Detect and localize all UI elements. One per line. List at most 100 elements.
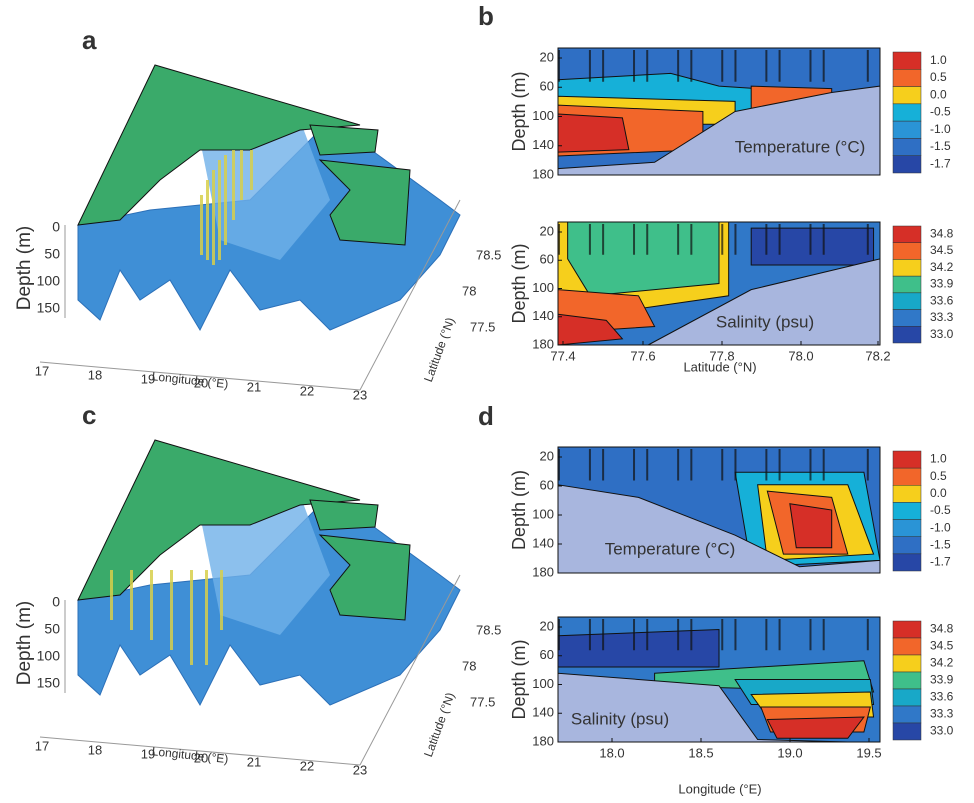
- station: [602, 50, 605, 82]
- colorbar-cell: [892, 155, 922, 174]
- station: [822, 619, 825, 651]
- y-tick: 180: [532, 564, 554, 579]
- depth-tick: 0: [52, 594, 60, 610]
- axis-label: Depth (m): [509, 470, 529, 550]
- colorbar-cell: [892, 502, 922, 520]
- transect: [240, 150, 243, 200]
- frame: [557, 616, 881, 743]
- y-tick: 20: [540, 223, 554, 238]
- station: [734, 50, 737, 82]
- station: [822, 50, 825, 82]
- colorbar-cell: [892, 485, 922, 503]
- colorbar-label: 33.6: [930, 690, 954, 704]
- x-tick: 77.8: [709, 348, 734, 363]
- station: [558, 449, 560, 481]
- longitude-tick: 23: [353, 762, 367, 777]
- axis-label: Latitude (°N): [421, 316, 457, 384]
- y-tick: 140: [532, 308, 554, 323]
- colorbar-label: -1.5: [930, 139, 951, 153]
- land: [309, 499, 379, 531]
- depth-tick: 150: [37, 300, 61, 316]
- longitude-tick: 18: [88, 742, 102, 757]
- station: [646, 224, 649, 255]
- overlay-label: Temperature (°C): [605, 539, 736, 558]
- transect: [200, 195, 203, 255]
- land: [309, 124, 379, 156]
- transect: [170, 570, 173, 650]
- station: [690, 619, 693, 651]
- transect: [130, 570, 133, 630]
- land: [77, 439, 361, 601]
- y-tick: 140: [532, 535, 554, 550]
- transect: [205, 570, 208, 665]
- y-tick: 20: [540, 49, 554, 64]
- station: [866, 619, 869, 651]
- colorbar-cell: [892, 536, 922, 555]
- colorbar-cell: [892, 705, 922, 724]
- longitude-tick: 21: [247, 379, 261, 394]
- colorbar-label: -1.0: [930, 122, 951, 136]
- colorbar-cell: [892, 637, 922, 656]
- station: [646, 449, 649, 481]
- colorbar-label: -1.0: [930, 520, 951, 534]
- transect: [218, 160, 221, 260]
- station: [602, 224, 605, 255]
- station: [558, 50, 560, 82]
- station: [588, 224, 591, 255]
- y-tick: 100: [532, 676, 554, 691]
- station: [778, 224, 781, 255]
- colorbar-cell: [892, 467, 922, 486]
- frame: [557, 446, 881, 574]
- overlay-label: Salinity (psu): [571, 709, 669, 728]
- longitude-tick: 22: [300, 758, 314, 773]
- transect: [206, 180, 209, 260]
- y-tick: 60: [540, 79, 554, 94]
- axis-label: Depth (m): [509, 243, 529, 323]
- colorbar-label: 34.5: [930, 243, 954, 257]
- colorbar-label: 34.2: [930, 656, 954, 670]
- x-tick: 77.4: [550, 348, 575, 363]
- station: [602, 449, 605, 481]
- colorbar-cell: [892, 654, 922, 673]
- y-tick: 140: [532, 705, 554, 720]
- colorbar-label: 34.5: [930, 639, 954, 653]
- transect: [220, 570, 223, 630]
- colorbar-label: 34.8: [930, 622, 954, 636]
- station: [588, 449, 591, 481]
- colorbar-label: -1.5: [930, 537, 951, 551]
- x-tick: 77.6: [630, 348, 655, 363]
- colorbar-label: -1.7: [930, 555, 951, 569]
- station: [765, 449, 768, 481]
- station: [677, 619, 680, 651]
- axis-label: Depth (m): [509, 71, 529, 151]
- colorbar-cell: [892, 620, 922, 639]
- colorbar-label: 33.3: [930, 310, 954, 324]
- terrain-light: [200, 495, 330, 635]
- latitude-tick: 78: [462, 283, 476, 298]
- contour-band: [557, 113, 630, 153]
- colorbar-cell: [892, 553, 922, 572]
- longitude-tick: 23: [353, 387, 367, 402]
- axis-label: Latitude (°N): [421, 691, 457, 759]
- colorbar-cell: [892, 688, 922, 707]
- longitude-tick: 21: [247, 754, 261, 769]
- depth-tick: 150: [37, 675, 61, 691]
- transect: [250, 150, 253, 190]
- colorbar-label: 33.3: [930, 707, 954, 721]
- y-tick: 60: [540, 252, 554, 267]
- longitude-tick: 19: [141, 371, 155, 386]
- contour-band: [789, 503, 833, 549]
- axis-label: Latitude (°N): [683, 359, 756, 374]
- station: [690, 449, 693, 481]
- station: [677, 50, 680, 82]
- axis: [39, 736, 361, 766]
- station: [721, 619, 724, 651]
- colorbar-cell: [892, 275, 922, 294]
- station: [809, 224, 812, 255]
- y-tick: 140: [532, 137, 554, 152]
- station: [558, 224, 560, 255]
- station: [690, 50, 693, 82]
- station: [778, 619, 781, 651]
- y-tick: 100: [532, 506, 554, 521]
- land: [318, 534, 411, 621]
